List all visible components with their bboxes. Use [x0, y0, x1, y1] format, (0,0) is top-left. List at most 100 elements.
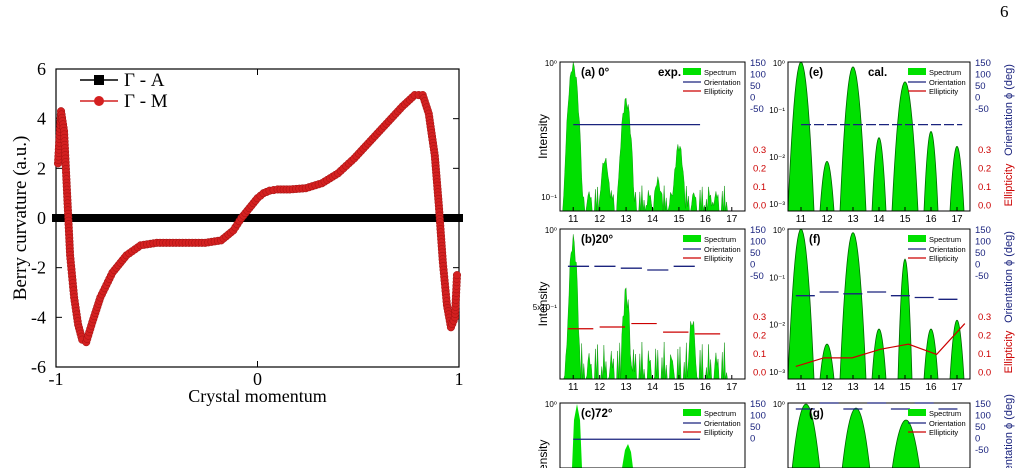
legend-ellipticity-label: Ellipticity	[929, 428, 958, 437]
x-tick-label: 17	[726, 214, 738, 225]
spectrum-peak	[572, 404, 582, 468]
panel-annotation: exp.	[658, 67, 681, 79]
legend-spectrum-swatch	[908, 235, 926, 242]
legend-spectrum-label: Spectrum	[929, 68, 961, 77]
panel-label: (e)	[809, 67, 823, 79]
spectrum-peak	[839, 66, 867, 212]
x-tick-label: 13	[621, 214, 633, 225]
y2-orientation-tick-label: 150	[750, 399, 766, 410]
panel-label: (f)	[809, 234, 821, 246]
y2-orientation-tick-label: 150	[750, 225, 766, 236]
y2-orientation-tick-label: 0	[975, 93, 980, 104]
legend-spectrum-label: Spectrum	[929, 409, 961, 418]
y2-orientation-tick-label: 50	[975, 81, 986, 92]
x-tick-label: 14	[647, 214, 659, 225]
y2-orientation-tick-label: 100	[750, 411, 766, 422]
x-tick-label: 14	[647, 382, 659, 393]
y2-orientation-axis-label: Orientation ϕ (deg)	[1003, 231, 1015, 323]
page-number: 6	[1000, 2, 1009, 21]
y2-ellipticity-tick-label: 0.0	[978, 368, 991, 379]
legend-spectrum-swatch	[908, 409, 926, 416]
berry-legend: Γ - AΓ - M	[80, 70, 168, 112]
y2-orientation-tick-label: 50	[750, 422, 761, 433]
y2-ellipticity-tick-label: 0.1	[753, 182, 766, 193]
y2-ellipticity-tick-label: 0.2	[753, 331, 766, 342]
spectrum-peak	[839, 231, 867, 380]
y2-orientation-tick-label: -50	[750, 104, 764, 115]
y2-ellipticity-tick-label: 0.3	[978, 312, 991, 323]
y-tick-label: 10⁻¹	[541, 193, 557, 202]
legend-orientation-label: Orientation	[929, 245, 966, 254]
spectrum-peak	[819, 160, 835, 212]
x-tick-label: 13	[847, 214, 859, 225]
panel-label: (c)72°	[581, 408, 613, 420]
series-gamma-a-point	[253, 214, 262, 222]
series-gamma-a-point	[455, 214, 463, 222]
legend-marker-gamma-m	[94, 96, 104, 106]
spectrum-peak	[787, 61, 815, 212]
y2-ellipticity-axis-label: Ellipticity	[1003, 330, 1015, 373]
x-tick-label: 17	[951, 382, 963, 393]
legend-spectrum-label: Spectrum	[704, 235, 736, 244]
y2-ellipticity-tick-label: 0.0	[753, 201, 766, 212]
x-tick-label: 17	[726, 382, 738, 393]
spectrum-peak	[871, 137, 887, 212]
x-tick-label: 16	[700, 214, 712, 225]
y-tick-label: 10⁻³	[769, 368, 785, 377]
legend-spectrum-swatch	[683, 68, 701, 75]
y2-orientation-tick-label: 100	[975, 70, 991, 81]
y2-orientation-tick-label: 100	[750, 70, 766, 81]
legend-ellipticity-label: Ellipticity	[929, 254, 958, 263]
y2-orientation-tick-label: 50	[975, 422, 986, 433]
y-tick-label: 10⁰	[773, 400, 785, 409]
y2-orientation-tick-label: 50	[750, 81, 761, 92]
y2-ellipticity-tick-label: 0.3	[753, 145, 766, 156]
legend-label-gamma-m: Γ - M	[124, 91, 168, 112]
panel-label: (b)20°	[581, 234, 613, 246]
y-tick-label: 10⁰	[773, 226, 785, 235]
series-gamma-a-point	[152, 214, 161, 222]
y2-ellipticity-tick-label: 0.2	[978, 331, 991, 342]
y2-ellipticity-tick-label: 0.1	[978, 349, 991, 360]
x-tick-label: 13	[621, 382, 633, 393]
intensity-axis-label: Intensity	[536, 282, 550, 327]
x-tick-label: 15	[899, 382, 911, 393]
y-tick-label: 10⁻²	[769, 153, 785, 162]
panel-label: (g)	[809, 408, 824, 420]
legend-spectrum-swatch	[683, 235, 701, 242]
x-tick-label: 16	[925, 382, 937, 393]
panel-frame	[559, 402, 746, 468]
legend-spectrum-swatch	[908, 68, 926, 75]
legend-spectrum-label: Spectrum	[704, 409, 736, 418]
y2-ellipticity-tick-label: 0.1	[753, 349, 766, 360]
x-tick-label: 11	[568, 214, 579, 225]
legend-orientation-label: Orientation	[929, 419, 966, 428]
legend-orientation-label: Orientation	[704, 78, 741, 87]
y2-orientation-tick-label: 0	[975, 260, 980, 271]
y2-ellipticity-tick-label: 0.1	[978, 182, 991, 193]
spectrum-peak	[891, 81, 919, 212]
y2-orientation-tick-label: -50	[750, 271, 764, 282]
x-tick-label: -1	[49, 369, 64, 389]
x-tick-label: 13	[847, 382, 859, 393]
spectrum-peak	[949, 145, 965, 212]
y-tick-label: 10⁻¹	[769, 273, 785, 282]
y2-orientation-tick-label: -50	[975, 104, 989, 115]
x-tick-label: 14	[873, 382, 885, 393]
legend-orientation-label: Orientation	[929, 78, 966, 87]
y2-orientation-axis-label: Orientation ϕ (deg)	[1003, 64, 1015, 156]
x-tick-label: 15	[899, 214, 911, 225]
y2-orientation-tick-label: 0	[750, 434, 755, 445]
y-tick-label: -4	[31, 307, 46, 327]
x-tick-label: 12	[821, 382, 833, 393]
spectrum-peak	[891, 419, 921, 468]
y2-orientation-tick-label: 150	[975, 58, 991, 69]
y2-orientation-tick-label: -50	[975, 445, 989, 456]
y-axis-label: Berry curvature (a.u.)	[10, 136, 31, 301]
y2-orientation-tick-label: 0	[750, 260, 755, 271]
x-tick-label: 14	[873, 214, 885, 225]
spectrum-peak	[841, 407, 871, 468]
x-tick-label: 0	[253, 369, 262, 389]
